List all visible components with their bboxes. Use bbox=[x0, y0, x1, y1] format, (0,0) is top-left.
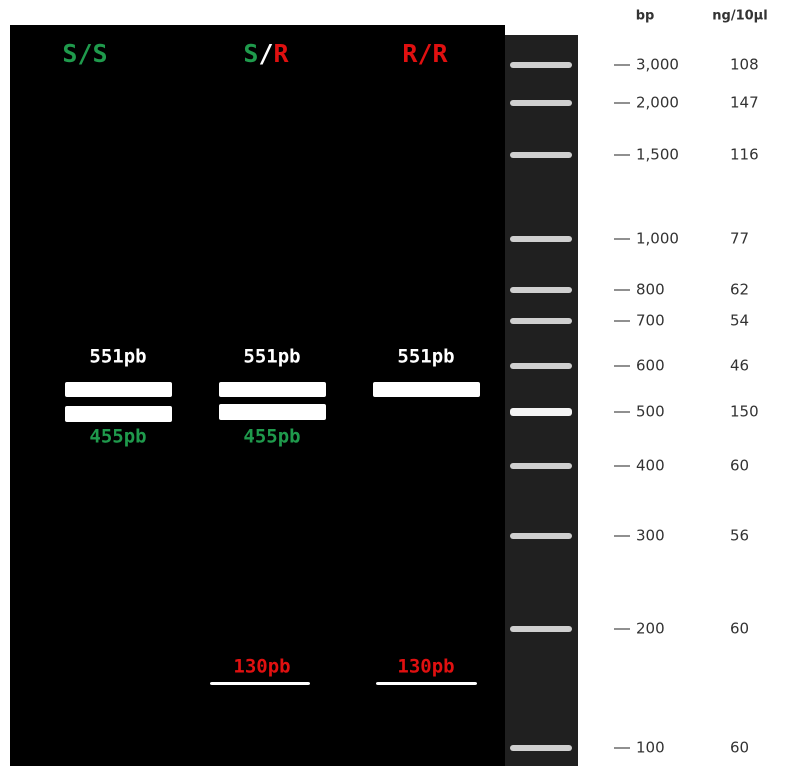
ladder-band bbox=[510, 318, 572, 324]
ladder-band bbox=[510, 100, 572, 106]
band-label: 551pb bbox=[397, 346, 454, 368]
marker-bp: 1,000 bbox=[636, 230, 679, 248]
lane-label-part: S bbox=[62, 39, 77, 68]
marker-bp: 100 bbox=[636, 739, 665, 757]
ladder-band bbox=[510, 626, 572, 632]
ladder-band bbox=[510, 363, 572, 369]
marker-ng: 62 bbox=[730, 281, 749, 299]
lane-label-part: / bbox=[417, 39, 432, 68]
marker-bp: 600 bbox=[636, 357, 665, 375]
band bbox=[373, 382, 480, 397]
lane-label: R/R bbox=[402, 39, 448, 68]
band-label: 551pb bbox=[89, 346, 146, 368]
band-label: 455pb bbox=[89, 426, 146, 448]
band bbox=[376, 682, 477, 685]
marker-ng: 147 bbox=[730, 94, 759, 112]
ladder-band bbox=[510, 408, 572, 416]
marker-bp: 1,500 bbox=[636, 146, 679, 164]
lane-label-part: / bbox=[77, 39, 92, 68]
lane-label-part: / bbox=[258, 39, 273, 68]
band-label: 130pb bbox=[233, 656, 290, 678]
marker-ng: 116 bbox=[730, 146, 759, 164]
band-label: 455pb bbox=[243, 426, 300, 448]
marker-bp: 400 bbox=[636, 457, 665, 475]
band bbox=[219, 382, 326, 397]
ladder-lane bbox=[505, 35, 578, 766]
band bbox=[65, 406, 172, 422]
band-label: 130pb bbox=[397, 656, 454, 678]
marker-ng: 60 bbox=[730, 739, 749, 757]
marker-ng: 150 bbox=[730, 403, 759, 421]
marker-ng: 60 bbox=[730, 457, 749, 475]
ladder-band bbox=[510, 463, 572, 469]
marker-bp: 200 bbox=[636, 620, 665, 638]
ladder-band bbox=[510, 745, 572, 751]
lane-label-part: R bbox=[402, 39, 418, 68]
marker-ng: 56 bbox=[730, 527, 749, 545]
marker-bp: 700 bbox=[636, 312, 665, 330]
ladder-header: ng/10µl bbox=[712, 9, 767, 24]
lane-label-part: R bbox=[274, 39, 290, 68]
ladder-band bbox=[510, 152, 572, 158]
band bbox=[65, 382, 172, 397]
marker-bp: 300 bbox=[636, 527, 665, 545]
ladder-band bbox=[510, 62, 572, 68]
lane-label: S/R bbox=[243, 39, 289, 68]
marker-ng: 54 bbox=[730, 312, 749, 330]
marker-bp: 2,000 bbox=[636, 94, 679, 112]
band bbox=[219, 404, 326, 420]
band-label: 551pb bbox=[243, 346, 300, 368]
marker-ng: 60 bbox=[730, 620, 749, 638]
marker-bp: 800 bbox=[636, 281, 665, 299]
marker-bp: 3,000 bbox=[636, 56, 679, 74]
lane-label-part: S bbox=[93, 39, 108, 68]
lane-label: S/S bbox=[62, 39, 107, 68]
marker-ng: 46 bbox=[730, 357, 749, 375]
lane-label-part: R bbox=[433, 39, 449, 68]
ladder-band bbox=[510, 236, 572, 242]
band bbox=[210, 682, 310, 685]
ladder-header: bp bbox=[636, 9, 655, 24]
marker-ng: 108 bbox=[730, 56, 759, 74]
ladder-band bbox=[510, 533, 572, 539]
ladder-band bbox=[510, 287, 572, 293]
lane-label-part: S bbox=[243, 39, 258, 68]
marker-ng: 77 bbox=[730, 230, 749, 248]
gel-figure: S/S551pb455pbS/R551pb455pb130pbR/R551pb1… bbox=[0, 0, 785, 766]
marker-bp: 500 bbox=[636, 403, 665, 421]
